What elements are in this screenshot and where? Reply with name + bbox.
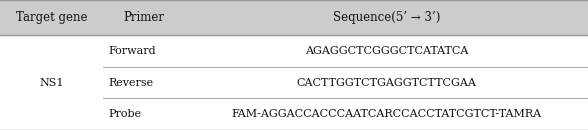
Text: Probe: Probe [109,109,142,119]
Text: Reverse: Reverse [109,78,154,87]
Text: Target gene: Target gene [16,11,87,24]
Bar [0,35,588,130]
Text: Primer: Primer [123,11,165,24]
Text: Sequence(5’ → 3’): Sequence(5’ → 3’) [333,11,440,24]
Text: CACTTGGTCTGAGGTCTTCGAA: CACTTGGTCTGAGGTCTTCGAA [297,78,476,87]
Bar [0,0,588,35]
Text: NS1: NS1 [39,78,64,87]
Text: FAM-AGGACCACCCAATCARCCACCTATCGTCT-TAMRA: FAM-AGGACCACCCAATCARCCACCTATCGTCT-TAMRA [232,109,542,119]
Text: Forward: Forward [109,46,156,56]
Text: AGAGGCTCGGGCTCATATCA: AGAGGCTCGGGCTCATATCA [305,46,468,56]
